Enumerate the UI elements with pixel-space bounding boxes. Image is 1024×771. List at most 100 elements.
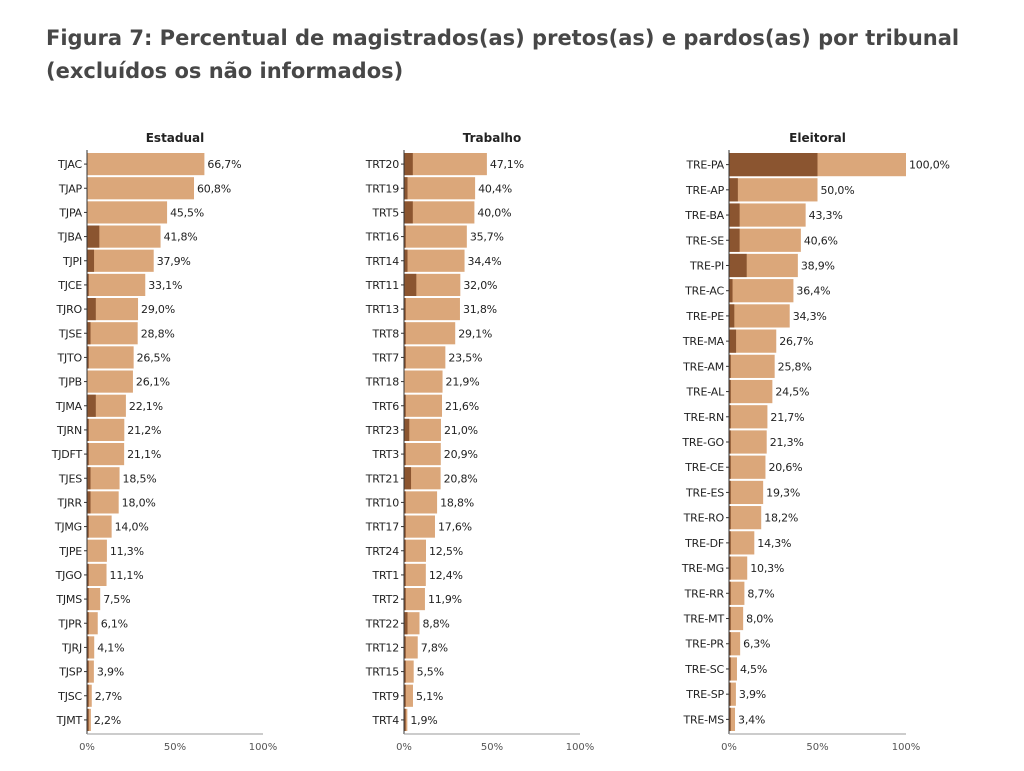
value-label-trt11: 32,0% (463, 279, 497, 292)
bar-tjce (87, 273, 146, 296)
value-label-trt8: 29,1% (458, 327, 492, 340)
value-label-tjpe: 11,3% (110, 545, 144, 558)
category-label-trt10: TRT10 (365, 496, 399, 509)
category-label-tjto: TJTO (56, 351, 82, 364)
category-label-tjes: TJES (58, 472, 82, 485)
bar-trt13 (404, 298, 460, 321)
bar-tre-pe (729, 304, 790, 328)
category-label-tjrr: TJRR (57, 496, 83, 509)
category-label-tre-go: TRE-GO (681, 436, 724, 449)
bar-tjse (87, 322, 138, 345)
value-label-tjro: 29,0% (141, 303, 175, 316)
category-label-tre-ms: TRE-MS (682, 713, 724, 726)
bar-segment-tjmg (87, 515, 89, 538)
bar-tre-am (729, 354, 775, 378)
value-label-tjgo: 11,1% (110, 569, 144, 582)
value-label-tjap: 60,8% (197, 182, 231, 195)
bar-segment-tjce (87, 273, 89, 296)
value-label-trt9: 5,1% (416, 690, 443, 703)
value-label-trt1: 12,4% (429, 569, 463, 582)
value-label-tre-sp: 3,9% (739, 688, 766, 701)
bar-tjpi (87, 249, 154, 272)
bar-tre-mt (729, 606, 744, 631)
bar-segment-trt8 (404, 322, 406, 345)
x-tick-label-100: 100% (892, 742, 921, 753)
value-label-tjrj: 4,1% (97, 641, 124, 654)
bar-tre-ac (729, 279, 794, 303)
bar-trt21 (404, 467, 441, 490)
bar-tjgo (87, 563, 107, 586)
category-label-trt12: TRT12 (365, 641, 399, 654)
bar-tre-ma (729, 329, 777, 353)
bar-trt5 (404, 201, 475, 224)
category-label-tre-se: TRE-SE (685, 234, 724, 247)
bar-tjto (87, 346, 134, 369)
category-label-tre-pi: TRE-PI (689, 259, 724, 272)
bar-tjmg (87, 515, 112, 538)
value-label-trt10: 18,8% (440, 496, 474, 509)
value-label-trt13: 31,8% (463, 303, 497, 316)
bar-segment-trt7 (404, 346, 406, 369)
bar-trt20 (404, 153, 487, 176)
value-label-tre-go: 21,3% (770, 436, 804, 449)
category-label-tjgo: TJGO (55, 569, 83, 582)
category-label-trt5: TRT5 (372, 206, 400, 219)
value-label-trt18: 21,9% (446, 376, 480, 389)
panel-title: Eleitoral (789, 131, 846, 145)
bar-segment-tre-ce (729, 455, 731, 479)
category-label-tjpb: TJPB (58, 376, 82, 389)
value-label-tjpr: 6,1% (101, 617, 128, 630)
bar-tjrr (87, 491, 119, 514)
x-tick-label-50: 50% (481, 742, 503, 753)
bar-segment-tre-es (729, 480, 731, 505)
bar-trt9 (404, 684, 413, 707)
value-label-tjmg: 14,0% (115, 521, 149, 534)
bar-segment-tre-pi (729, 253, 747, 278)
chart-panel-eleitoral: Eleitoral TRE-PA 100,0% TRE-AP 50,0% TRE-BA 43… (681, 131, 950, 753)
category-label-tre-rr: TRE-RR (684, 587, 725, 600)
bar-segment-tjsc (87, 684, 89, 707)
bar-segment-tre-se (729, 228, 740, 252)
bar-tre-df (729, 531, 755, 555)
value-label-tre-al: 24,5% (775, 386, 809, 399)
figure-title: Figura 7: Percentual de magistrados(as) … (46, 26, 960, 83)
value-label-trt6: 21,6% (445, 400, 479, 413)
bar-segment-trt24 (404, 539, 406, 562)
category-label-tre-ap: TRE-AP (685, 184, 725, 197)
value-label-tre-ms: 3,4% (738, 713, 765, 726)
category-label-tjsp: TJSP (58, 666, 82, 679)
value-label-tjma: 22,1% (129, 400, 163, 413)
category-label-tjpr: TJPR (58, 617, 83, 630)
bar-segment-tre-al (729, 379, 731, 404)
value-label-tre-ap: 50,0% (821, 184, 855, 197)
category-label-trt13: TRT13 (365, 303, 399, 316)
bar-segment-tre-mt (729, 606, 731, 631)
bar-trt24 (404, 539, 426, 562)
bar-segment-trt20 (404, 153, 413, 176)
bar-segment-trt14 (404, 249, 408, 272)
bar-tjrj (87, 636, 95, 659)
bar-segment-tre-pr (729, 632, 731, 656)
value-label-tjmt: 2,2% (94, 714, 121, 727)
bar-trt15 (404, 660, 414, 683)
bar-segment-tre-ro (729, 506, 731, 530)
category-label-trt24: TRT24 (365, 545, 399, 558)
value-label-trt19: 40,4% (478, 182, 512, 195)
category-label-tjce: TJCE (57, 279, 82, 292)
bar-segment-tjsp (87, 660, 89, 683)
bar-segment-trt6 (404, 394, 406, 417)
chart-panel-estadual: Estadual TJAC 66,7% TJAP 60,8% TJPA 45,5% TJBA 4… (51, 131, 278, 753)
x-tick-label-50: 50% (806, 742, 828, 753)
value-label-tre-pe: 34,3% (793, 310, 827, 323)
bar-segment-trt23 (404, 418, 410, 441)
value-label-tre-pr: 6,3% (743, 638, 770, 651)
category-label-trt16: TRT16 (365, 231, 399, 244)
bar-segment-trt2 (404, 588, 406, 611)
category-label-tre-pe: TRE-PE (685, 310, 724, 323)
bar-trt7 (404, 346, 446, 369)
value-label-trt23: 21,0% (444, 424, 478, 437)
bar-tre-ap (729, 178, 818, 202)
value-label-trt7: 23,5% (448, 351, 482, 364)
value-label-tre-ce: 20,6% (768, 461, 802, 474)
bar-tjma (87, 394, 126, 417)
